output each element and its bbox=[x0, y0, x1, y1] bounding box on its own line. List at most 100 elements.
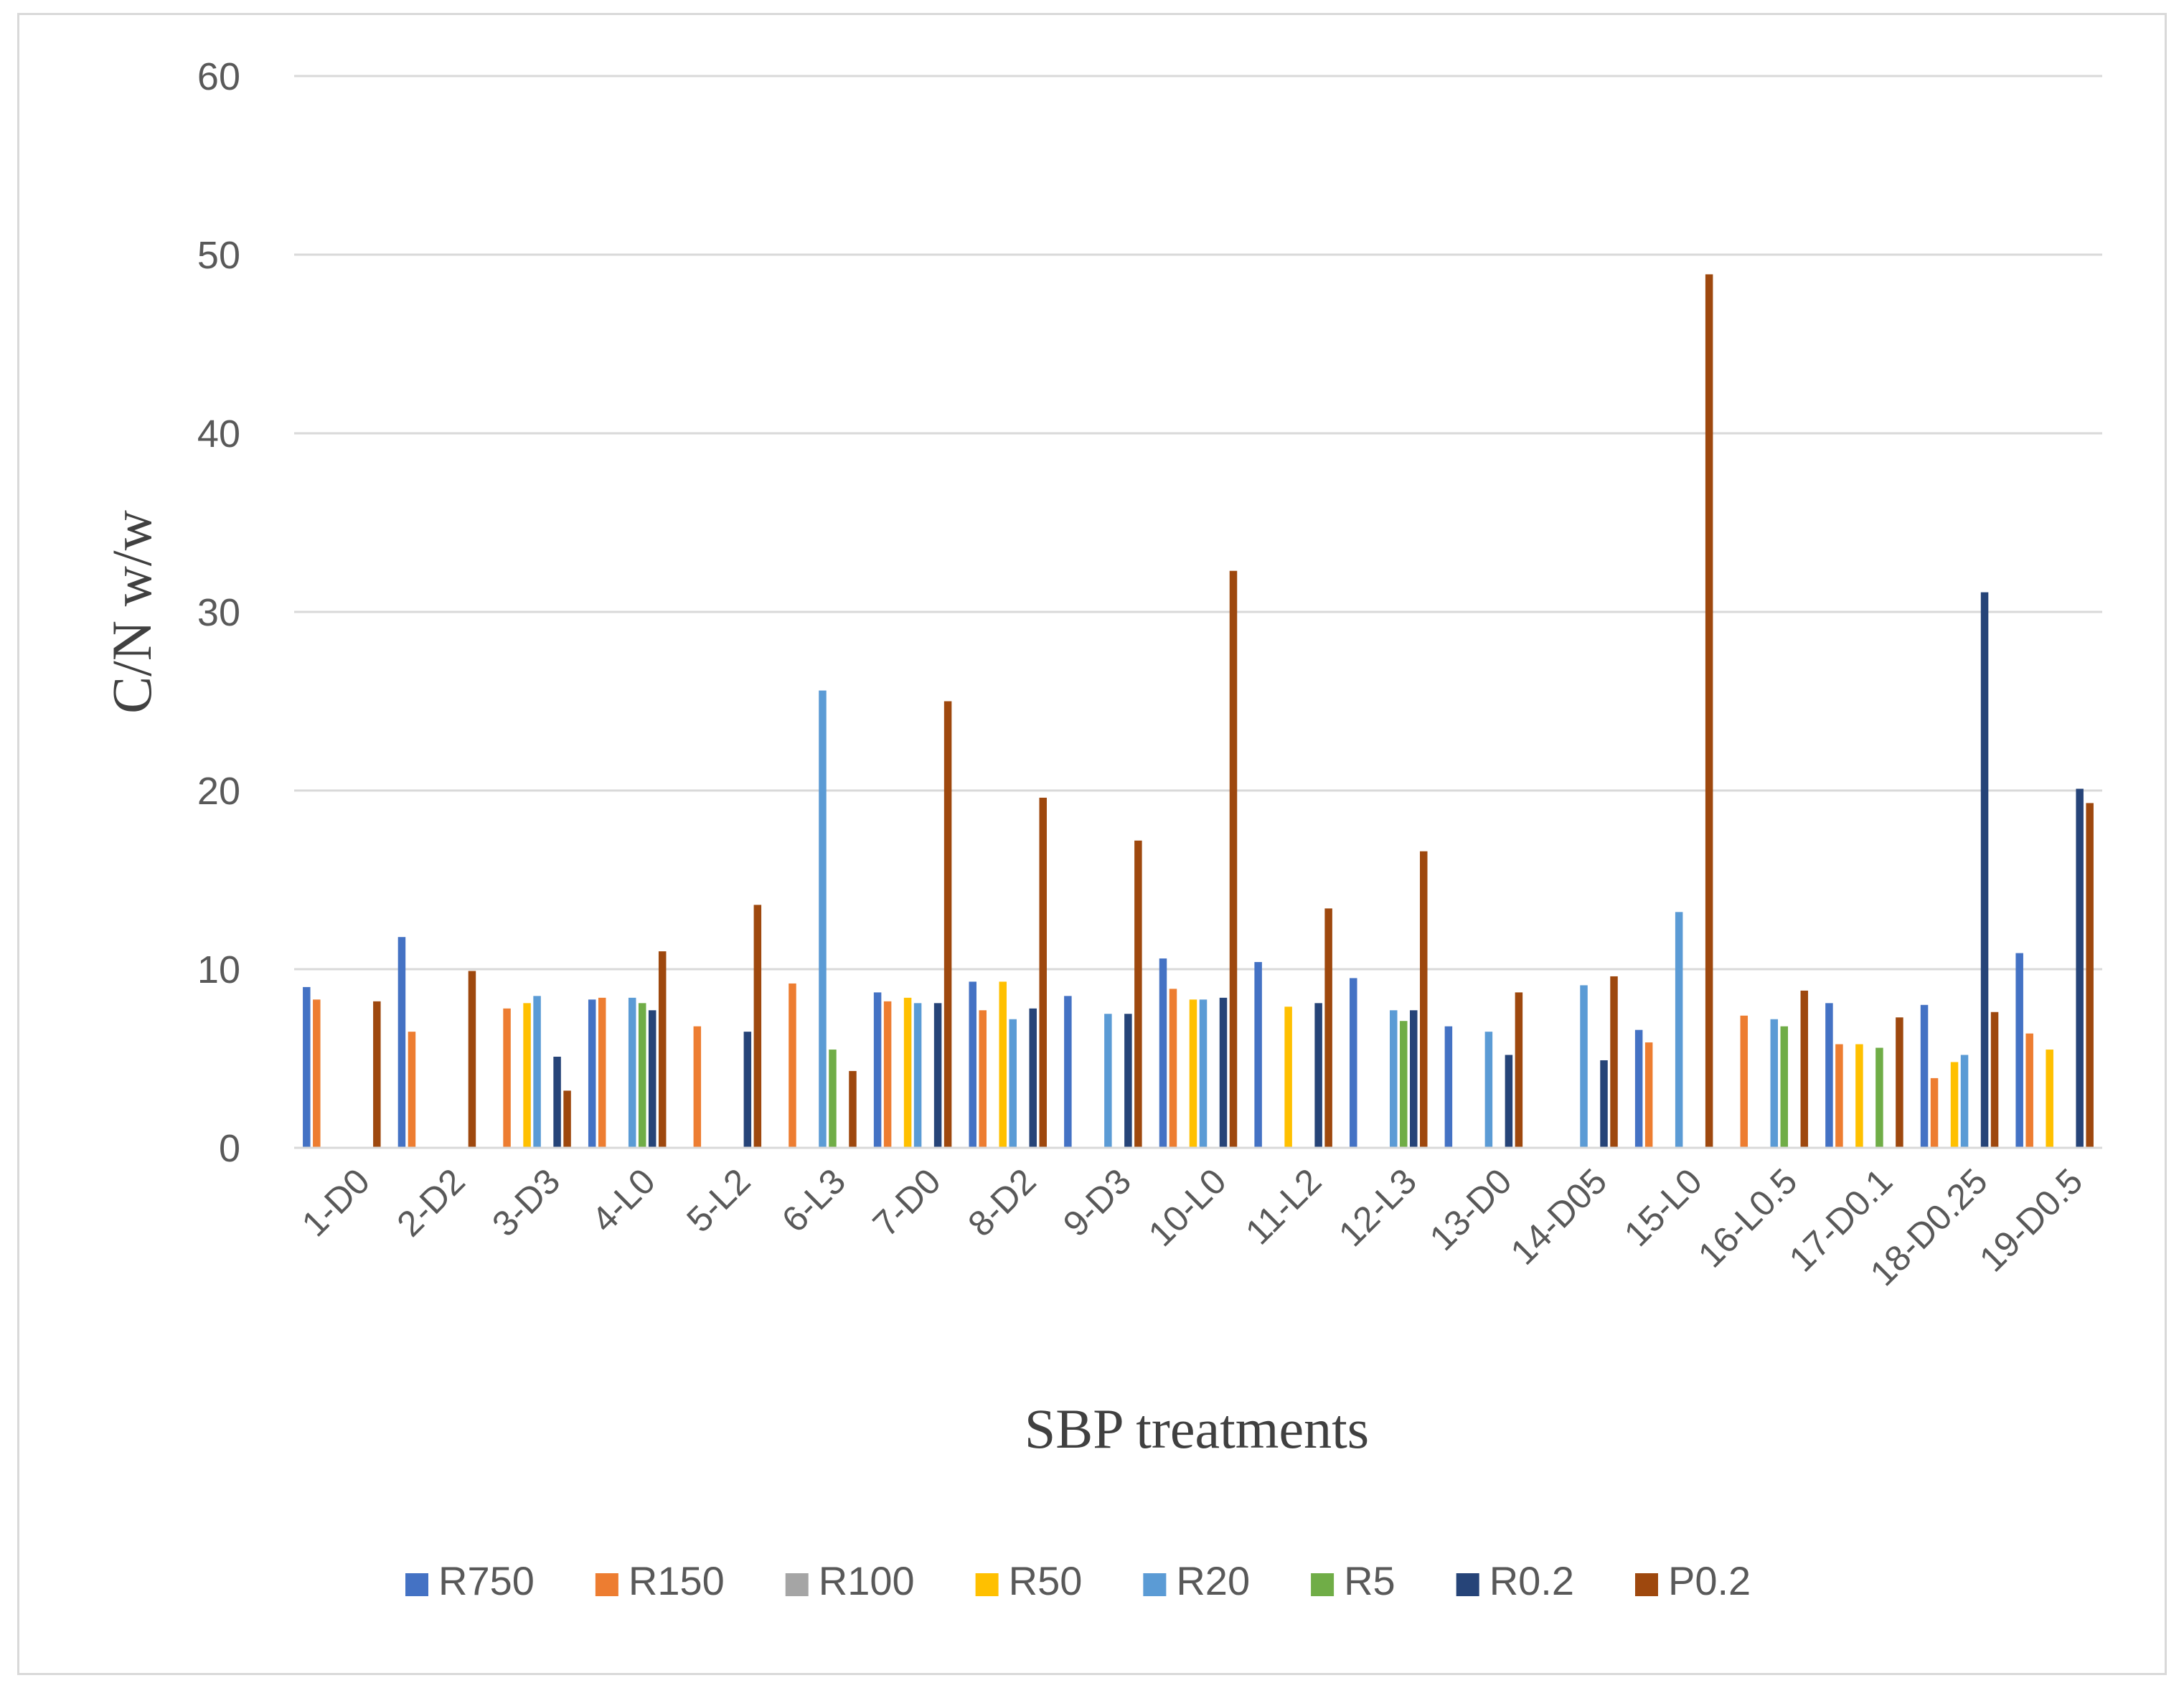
bar-7-d0-r0-2 bbox=[933, 1003, 942, 1148]
legend-label-r20: R20 bbox=[1176, 1558, 1250, 1603]
bar-15-l0-r20 bbox=[1675, 912, 1683, 1148]
bar-12-l3-r0-2 bbox=[1410, 1010, 1418, 1148]
gridlines bbox=[294, 75, 2102, 971]
bar-5-l2-r150 bbox=[693, 1026, 702, 1148]
bar-6-l3-r5 bbox=[829, 1050, 837, 1148]
legend-label-r750: R750 bbox=[438, 1558, 535, 1603]
x-tick-label-8-d2: 8-D2 bbox=[960, 1161, 1043, 1244]
bar-10-l0-r0-2 bbox=[1219, 997, 1228, 1148]
y-tick-label-40: 40 bbox=[197, 412, 240, 456]
y-tick-label-20: 20 bbox=[197, 770, 240, 813]
legend: R750 R150 R100 R50 R20 R5 R0.2 P0.2 bbox=[405, 1558, 1751, 1603]
x-tick-label-9-d3: 9-D3 bbox=[1055, 1161, 1139, 1244]
x-tick-label-3-d3: 3-D3 bbox=[484, 1161, 568, 1244]
bar-12-l3-p0-2 bbox=[1420, 851, 1428, 1148]
bar-3-d3-r50 bbox=[523, 1003, 531, 1148]
bar-10-l0-r50 bbox=[1189, 999, 1197, 1148]
bar-15-l0-r150 bbox=[1644, 1042, 1653, 1148]
bar-14-d05-r20 bbox=[1580, 985, 1588, 1148]
y-axis-title: C/N w/w bbox=[100, 510, 163, 714]
x-tick-label-15-l0: 15-L0 bbox=[1616, 1161, 1710, 1254]
bar-6-l3-r20 bbox=[819, 690, 827, 1148]
y-axis-ticks: 0 10 20 30 40 50 60 bbox=[197, 55, 240, 1170]
bar-19-d0-5-r0-2 bbox=[2076, 788, 2084, 1148]
bar-8-d2-r0-2 bbox=[1029, 1008, 1037, 1148]
bar-7-d0-r50 bbox=[903, 997, 912, 1148]
bar-14-d05-r0-2 bbox=[1600, 1060, 1608, 1148]
bar-16-l0-5-r20 bbox=[1770, 1019, 1779, 1148]
bar-18-d0-25-p0-2 bbox=[1990, 1012, 1999, 1148]
bar-4-l0-r750 bbox=[588, 999, 596, 1148]
chart-frame bbox=[17, 13, 2167, 1675]
bar-3-d3-p0-2 bbox=[563, 1090, 571, 1148]
bar-6-l3-r150 bbox=[789, 983, 796, 1148]
bar-13-d0-p0-2 bbox=[1515, 992, 1523, 1148]
legend-swatch-r5 bbox=[1311, 1573, 1335, 1596]
x-tick-label-10-l0: 10-L0 bbox=[1141, 1161, 1234, 1254]
bar-19-d0-5-r150 bbox=[2025, 1033, 2033, 1148]
legend-label-p0-2: P0.2 bbox=[1668, 1558, 1751, 1603]
bar-8-d2-r150 bbox=[979, 1010, 987, 1148]
bar-2-d2-r750 bbox=[397, 937, 406, 1148]
legend-swatch-r50 bbox=[975, 1573, 999, 1596]
legend-swatch-p0-2 bbox=[1634, 1573, 1658, 1596]
bar-17-d0-1-r150 bbox=[1835, 1044, 1843, 1148]
bar-7-d0-p0-2 bbox=[943, 701, 952, 1148]
bar-9-d3-p0-2 bbox=[1134, 840, 1142, 1148]
bar-17-d0-1-r750 bbox=[1825, 1003, 1833, 1148]
bar-18-d0-25-r750 bbox=[1920, 1004, 1929, 1148]
y-tick-label-0: 0 bbox=[219, 1127, 240, 1170]
bars bbox=[303, 274, 2094, 1148]
x-tick-label-11-l2: 11-L2 bbox=[1238, 1161, 1329, 1252]
legend-label-r50: R50 bbox=[1009, 1558, 1083, 1603]
x-tick-label-6-l3: 6-L3 bbox=[774, 1161, 853, 1240]
bar-8-d2-r20 bbox=[1009, 1019, 1017, 1148]
bar-19-d0-5-p0-2 bbox=[2086, 803, 2094, 1148]
legend-swatch-r150 bbox=[595, 1573, 618, 1596]
legend-label-r0-2: R0.2 bbox=[1489, 1558, 1574, 1603]
y-tick-label-10: 10 bbox=[197, 948, 240, 991]
bar-19-d0-5-r50 bbox=[2046, 1050, 2053, 1148]
y-tick-label-30: 30 bbox=[197, 591, 240, 634]
legend-label-r100: R100 bbox=[819, 1558, 915, 1603]
x-axis-title: SBP treatments bbox=[1025, 1397, 1369, 1460]
bar-3-d3-r150 bbox=[503, 1008, 511, 1148]
bar-4-l0-r20 bbox=[628, 997, 636, 1148]
bar-4-l0-r5 bbox=[638, 1003, 646, 1148]
bar-11-l2-r750 bbox=[1254, 962, 1262, 1148]
legend-swatch-r100 bbox=[785, 1573, 809, 1596]
bar-13-d0-r20 bbox=[1484, 1032, 1493, 1148]
bar-10-l0-r750 bbox=[1159, 958, 1167, 1148]
bar-3-d3-r20 bbox=[533, 996, 541, 1148]
bar-18-d0-25-r50 bbox=[1950, 1062, 1959, 1148]
bar-7-d0-r20 bbox=[913, 1003, 922, 1148]
x-tick-label-19-d0-5: 19-D0.5 bbox=[1972, 1161, 2090, 1279]
bar-17-d0-1-r50 bbox=[1855, 1044, 1863, 1148]
bar-1-d0-r150 bbox=[313, 999, 321, 1148]
bar-9-d3-r0-2 bbox=[1124, 1014, 1132, 1148]
bar-4-l0-p0-2 bbox=[658, 951, 667, 1148]
x-tick-label-12-l3: 12-L3 bbox=[1331, 1161, 1424, 1254]
bar-8-d2-r50 bbox=[999, 981, 1007, 1148]
bar-10-l0-r20 bbox=[1199, 999, 1208, 1148]
bar-16-l0-5-r150 bbox=[1740, 1015, 1748, 1148]
x-axis-ticks: 1-D0 2-D2 3-D3 4-L0 5-L2 6-L3 7-D0 8-D2 9-D3 10-L… bbox=[294, 1161, 2091, 1293]
x-tick-label-4-l0: 4-L0 bbox=[584, 1161, 663, 1240]
bar-19-d0-5-r750 bbox=[2015, 953, 2023, 1148]
bar-9-d3-r750 bbox=[1064, 996, 1072, 1148]
y-tick-label-50: 50 bbox=[197, 234, 240, 277]
bar-17-d0-1-p0-2 bbox=[1896, 1017, 1903, 1148]
bar-5-l2-r0-2 bbox=[743, 1032, 752, 1148]
bar-4-l0-r150 bbox=[598, 997, 606, 1148]
legend-label-r150: R150 bbox=[629, 1558, 725, 1603]
legend-label-r5: R5 bbox=[1344, 1558, 1395, 1603]
bar-9-d3-r20 bbox=[1104, 1014, 1112, 1148]
x-tick-label-7-d0: 7-D0 bbox=[865, 1161, 949, 1244]
x-tick-label-14-d05: 14-D05 bbox=[1503, 1161, 1615, 1273]
bar-11-l2-r50 bbox=[1284, 1006, 1292, 1148]
bar-4-l0-r0-2 bbox=[648, 1010, 656, 1148]
bar-15-l0-r750 bbox=[1634, 1029, 1643, 1148]
x-tick-label-5-l2: 5-L2 bbox=[679, 1161, 758, 1240]
bar-18-d0-25-r0-2 bbox=[1980, 592, 1989, 1148]
bar-5-l2-p0-2 bbox=[753, 905, 762, 1148]
